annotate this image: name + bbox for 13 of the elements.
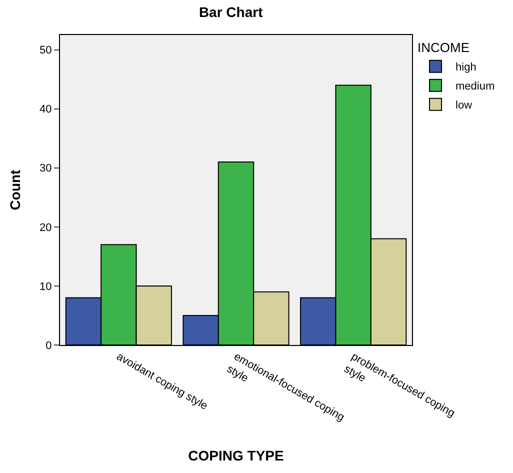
y-tick-label: 10	[40, 280, 52, 293]
y-tick-label: 30	[40, 162, 52, 175]
y-tick-label: 20	[40, 222, 52, 234]
y-tick-label: 50	[40, 44, 52, 57]
y-axis-title: Count	[7, 169, 24, 210]
chart-title: Bar Chart	[198, 4, 264, 20]
legend-label: low	[456, 100, 472, 112]
x-axis-title: COPING TYPE	[188, 447, 284, 464]
legend-label: medium	[456, 80, 495, 93]
legend-title: INCOME	[418, 40, 470, 55]
y-tick-label: 40	[40, 104, 52, 116]
y-tick-label: 0	[46, 340, 52, 352]
legend-label: high	[456, 62, 476, 74]
